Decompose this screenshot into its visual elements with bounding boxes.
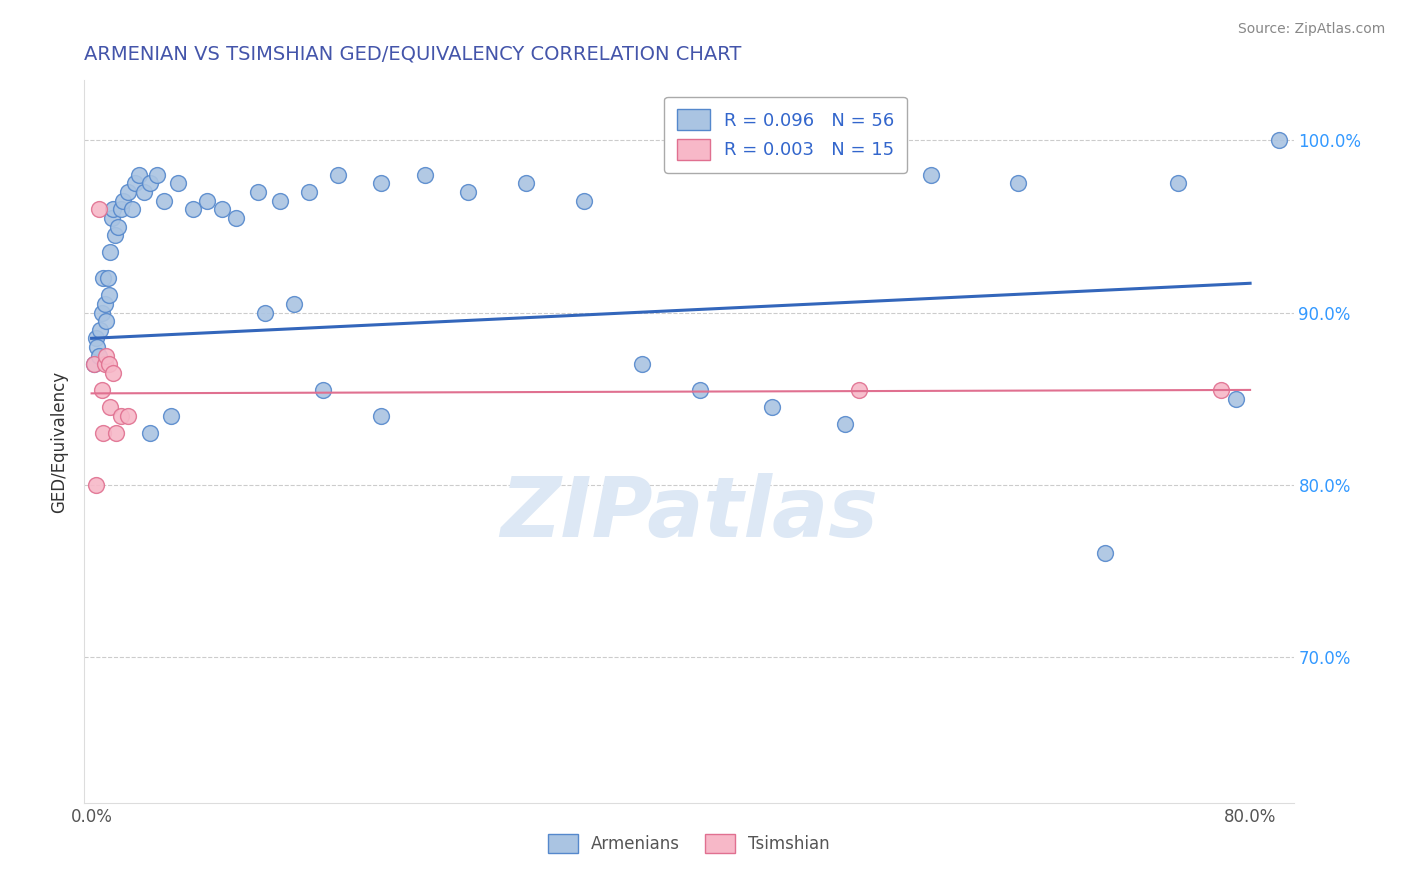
Point	[121, 202, 143, 217]
Point	[98, 357, 121, 371]
Point	[848, 383, 870, 397]
Point	[1007, 177, 1029, 191]
Point	[104, 228, 127, 243]
Point	[103, 366, 125, 380]
Point	[225, 211, 247, 225]
Point	[110, 409, 132, 423]
Point	[117, 409, 139, 423]
Point	[101, 211, 124, 225]
Point	[283, 297, 305, 311]
Point	[1094, 546, 1116, 560]
Point	[247, 185, 270, 199]
Point	[370, 409, 392, 423]
Point	[117, 185, 139, 199]
Point	[90, 383, 112, 397]
Point	[89, 323, 111, 337]
Point	[211, 202, 233, 217]
Point	[312, 383, 335, 397]
Point	[572, 194, 595, 208]
Point	[153, 194, 176, 208]
Point	[84, 477, 107, 491]
Text: Source: ZipAtlas.com: Source: ZipAtlas.com	[1237, 22, 1385, 37]
Point	[457, 185, 479, 199]
Point	[834, 417, 856, 432]
Point	[138, 177, 160, 191]
Point	[93, 357, 115, 371]
Point	[761, 400, 783, 414]
Point	[254, 305, 277, 319]
Point	[138, 425, 160, 440]
Point	[631, 357, 654, 371]
Point	[298, 185, 321, 199]
Point	[112, 194, 135, 208]
Point	[160, 409, 183, 423]
Point	[94, 349, 117, 363]
Point	[90, 305, 112, 319]
Point	[94, 314, 117, 328]
Point	[413, 168, 436, 182]
Point	[132, 185, 155, 199]
Point	[87, 202, 110, 217]
Point	[269, 194, 291, 208]
Point	[100, 245, 122, 260]
Point	[110, 202, 132, 217]
Point	[370, 177, 392, 191]
Point	[921, 168, 943, 182]
Point	[105, 425, 128, 440]
Point	[689, 383, 711, 397]
Point	[1268, 133, 1291, 147]
Point	[1167, 177, 1189, 191]
Point	[515, 177, 537, 191]
Point	[1211, 383, 1233, 397]
Text: ZIPatlas: ZIPatlas	[501, 474, 877, 554]
Point	[96, 271, 118, 285]
Point	[91, 271, 114, 285]
Point	[1225, 392, 1247, 406]
Legend: Armenians, Tsimshian: Armenians, Tsimshian	[541, 827, 837, 860]
Point	[84, 331, 107, 345]
Point	[83, 357, 105, 371]
Point	[326, 168, 349, 182]
Point	[86, 340, 108, 354]
Point	[128, 168, 150, 182]
Point	[91, 425, 114, 440]
Point	[98, 288, 121, 302]
Point	[167, 177, 190, 191]
Point	[107, 219, 129, 234]
Point	[145, 168, 167, 182]
Point	[87, 349, 110, 363]
Point	[100, 400, 122, 414]
Point	[124, 177, 146, 191]
Point	[93, 297, 115, 311]
Point	[103, 202, 125, 217]
Text: ARMENIAN VS TSIMSHIAN GED/EQUIVALENCY CORRELATION CHART: ARMENIAN VS TSIMSHIAN GED/EQUIVALENCY CO…	[84, 45, 742, 63]
Point	[197, 194, 219, 208]
Point	[83, 357, 105, 371]
Point	[181, 202, 204, 217]
Y-axis label: GED/Equivalency: GED/Equivalency	[51, 370, 69, 513]
